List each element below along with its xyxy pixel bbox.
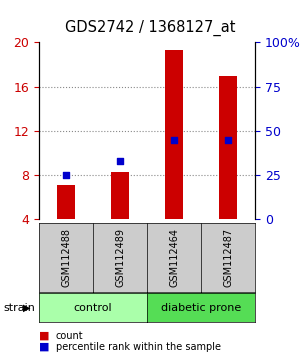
Text: ▶: ▶: [22, 303, 30, 313]
Point: [226, 137, 230, 143]
Bar: [111, 172, 130, 219]
Bar: [56, 185, 76, 219]
Bar: [165, 50, 184, 219]
Text: strain: strain: [3, 303, 35, 313]
Text: GSM112487: GSM112487: [223, 228, 233, 287]
Text: GSM112488: GSM112488: [61, 228, 71, 287]
Text: count: count: [56, 331, 83, 341]
Text: ■: ■: [39, 331, 50, 341]
Text: diabetic prone: diabetic prone: [161, 303, 241, 313]
Bar: [219, 76, 238, 219]
Text: GDS2742 / 1368127_at: GDS2742 / 1368127_at: [65, 19, 235, 36]
Point: [64, 172, 68, 178]
Text: percentile rank within the sample: percentile rank within the sample: [56, 342, 220, 352]
Point: [118, 158, 122, 164]
Text: control: control: [74, 303, 112, 313]
Point: [172, 137, 176, 143]
Text: GSM112489: GSM112489: [115, 228, 125, 287]
Text: ■: ■: [39, 342, 50, 352]
Text: GSM112464: GSM112464: [169, 228, 179, 287]
